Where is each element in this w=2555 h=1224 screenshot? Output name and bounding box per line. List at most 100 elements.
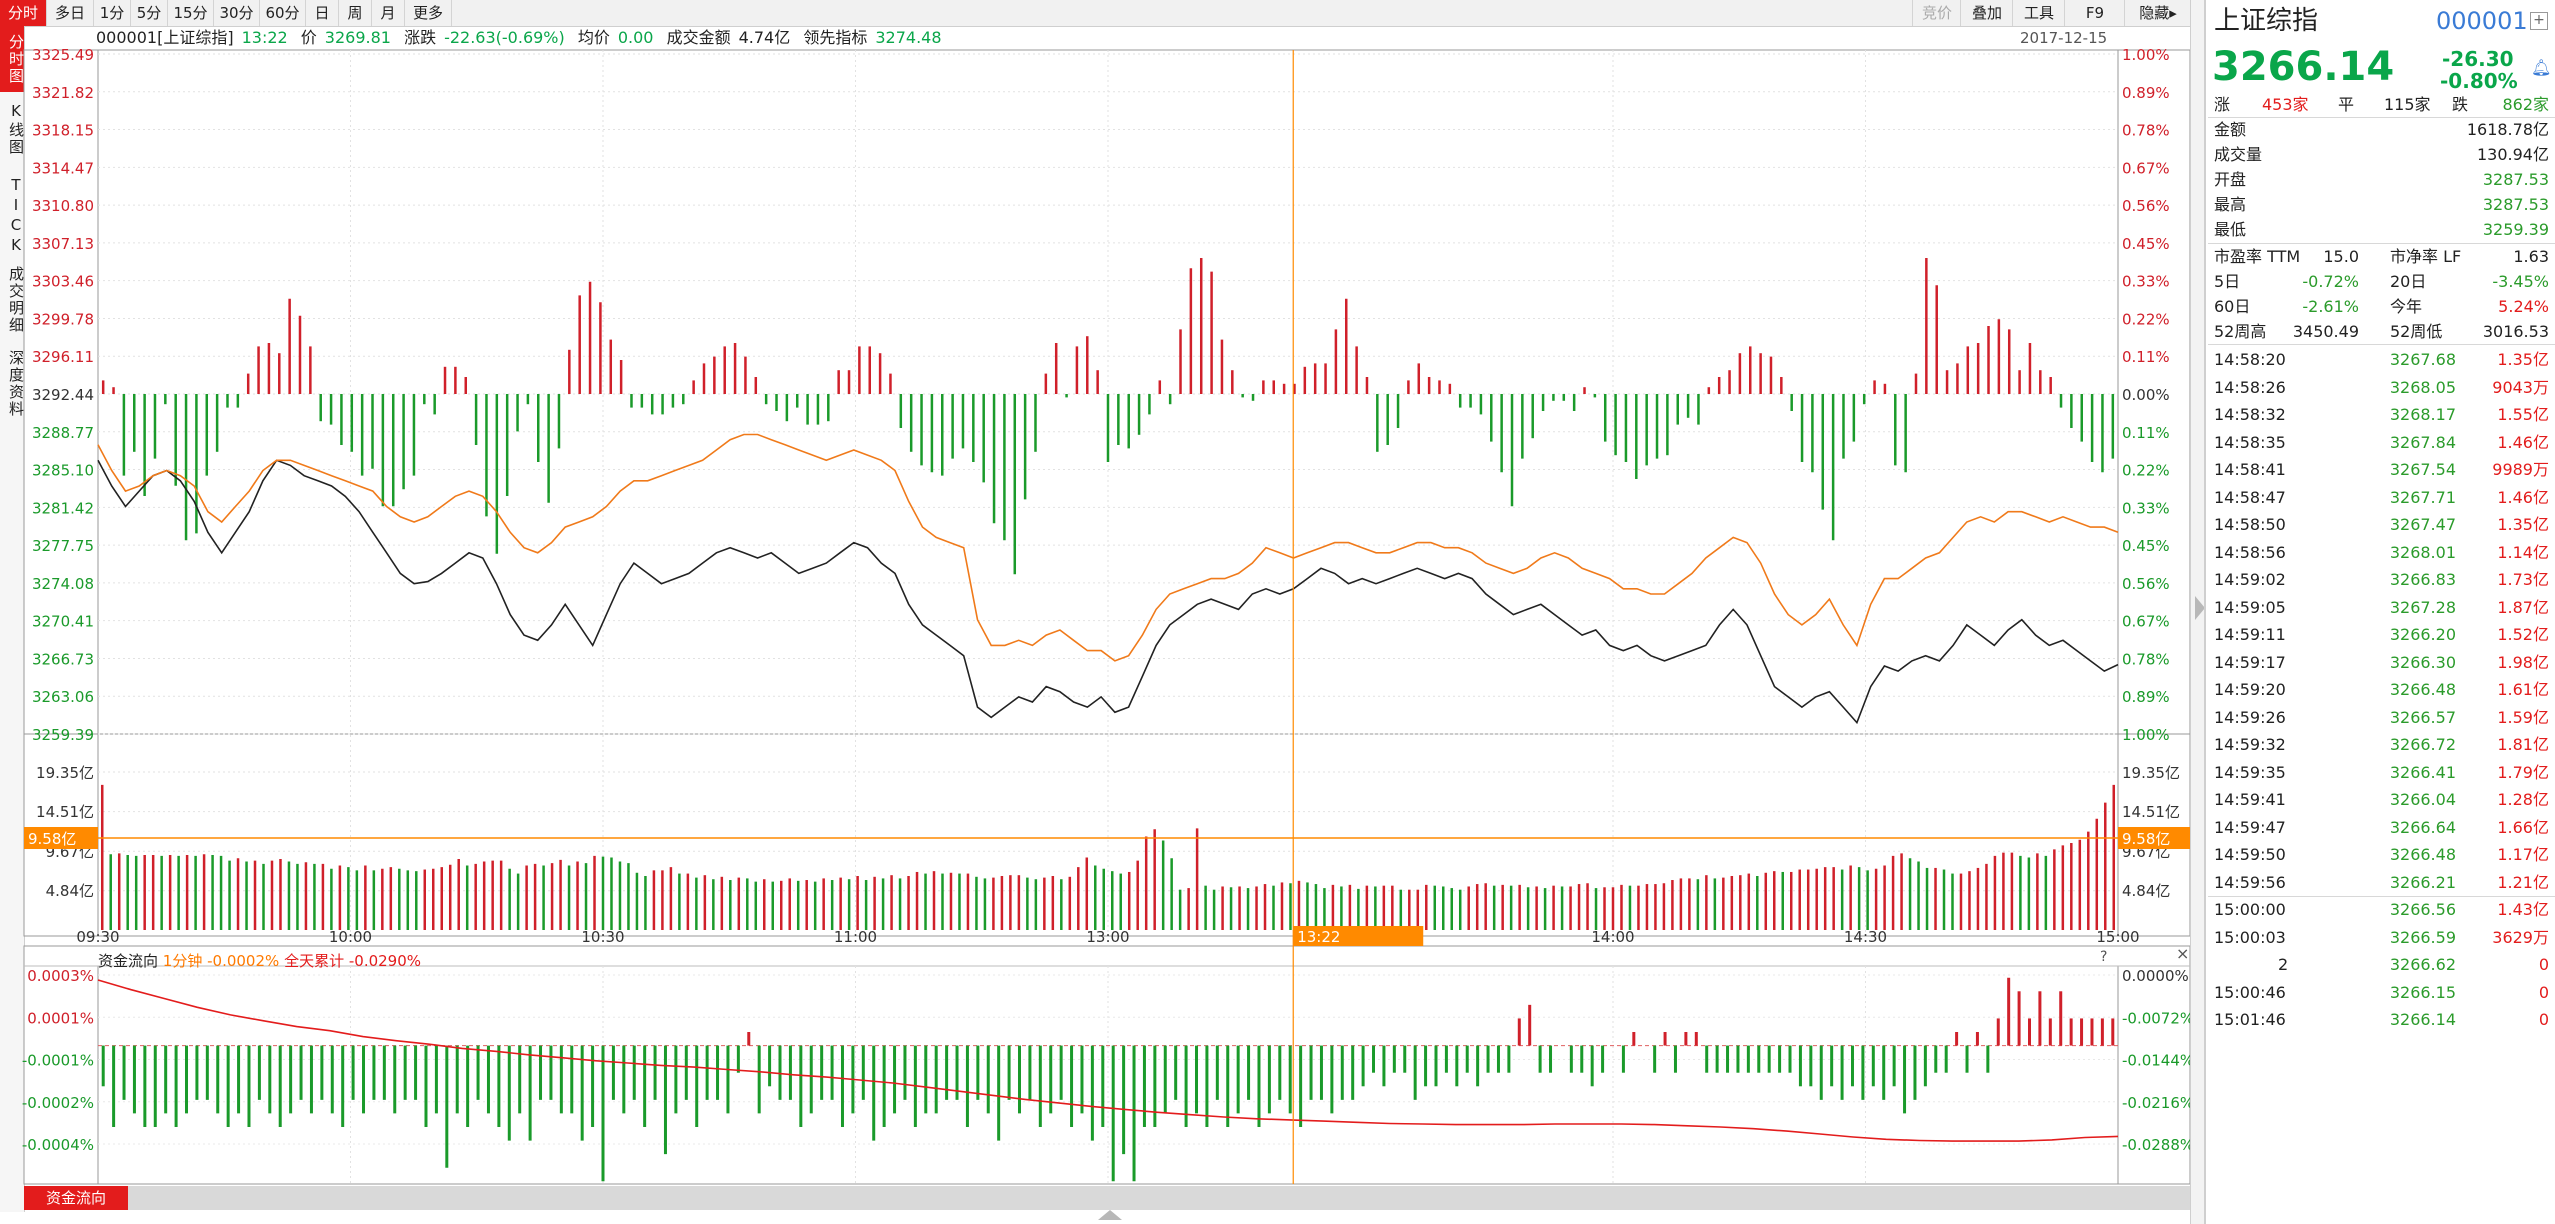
tab-f9[interactable]: F9 xyxy=(2064,0,2125,26)
tab-1min[interactable]: 1分 xyxy=(94,0,131,26)
tab-day[interactable]: 日 xyxy=(306,0,339,26)
tab-week[interactable]: 周 xyxy=(339,0,372,26)
tick-volume: 0 xyxy=(2538,955,2549,974)
tick-price: 3266.20 xyxy=(2389,625,2456,644)
ratio-label: 52周高 xyxy=(2214,322,2267,341)
ratio-row: 市盈率 TTM 15.0 市净率 LF 1.63 xyxy=(2214,245,2549,269)
tab-30min[interactable]: 30分 xyxy=(214,0,260,26)
y-tick-label: 3325.49 xyxy=(32,46,94,64)
ratio-value: 3450.49 xyxy=(2292,322,2359,341)
tab-fund-flow[interactable]: 资金流向 xyxy=(24,1186,128,1210)
tab-tools[interactable]: 工具 xyxy=(2012,0,2065,26)
tick-row: 14:59:05 3267.28 1.87亿 xyxy=(2206,594,2555,622)
tick-row: 15:00:00 3266.56 1.43亿 xyxy=(2206,896,2555,924)
alert-bell-icon[interactable]: 🔔︎ xyxy=(2531,58,2552,77)
fund-cum-tick-label: -0.0216% xyxy=(2122,1094,2190,1112)
tick-volume: 1.35亿 xyxy=(2497,350,2549,369)
help-icon[interactable]: ? xyxy=(2100,949,2108,965)
tab-multi-day[interactable]: 多日 xyxy=(47,0,94,26)
x-tick-label: 15:00 xyxy=(2096,928,2139,946)
info-amount: 4.74亿 xyxy=(738,28,791,47)
tick-row: 14:59:20 3266.48 1.61亿 xyxy=(2206,676,2555,704)
tick-time: 15:00:00 xyxy=(2214,900,2286,919)
tick-list[interactable]: 14:58:20 3267.68 1.35亿 14:58:26 3268.05 9043万… xyxy=(2206,346,2555,1036)
x-tick-label: 14:30 xyxy=(1844,928,1887,946)
tick-price: 3267.47 xyxy=(2389,515,2456,534)
tick-row: 14:59:32 3266.72 1.81亿 xyxy=(2206,731,2555,759)
tick-row: 14:59:56 3266.21 1.21亿 xyxy=(2206,869,2555,897)
tick-time: 14:58:41 xyxy=(2214,460,2286,479)
y-pct-tick-label: 0.22% xyxy=(2122,462,2170,480)
y-pct-tick-label: 0.33% xyxy=(2122,499,2170,517)
tick-row: 14:58:32 3268.17 1.55亿 xyxy=(2206,401,2555,429)
info-avg-label: 均价 xyxy=(577,28,610,47)
divider xyxy=(2208,344,2555,345)
tab-overlay[interactable]: 叠加 xyxy=(1960,0,2013,26)
tab-15min[interactable]: 15分 xyxy=(168,0,214,26)
tab-more[interactable]: 更多 xyxy=(405,0,452,26)
tick-time: 14:59:41 xyxy=(2214,790,2286,809)
volume-marker-label: 9.58亿 xyxy=(28,830,76,848)
fund-tick-label: -0.0002% xyxy=(22,1094,94,1112)
tick-volume: 9043万 xyxy=(2492,377,2549,397)
tab-month[interactable]: 月 xyxy=(372,0,405,26)
fund-flow-total-value: -0.0290% xyxy=(348,952,422,970)
vtab-depth-info[interactable]: 深度资料 xyxy=(7,350,25,418)
tab-5min[interactable]: 5分 xyxy=(131,0,168,26)
vtab-kline-chart[interactable]: K线图 xyxy=(7,102,25,156)
tick-price: 3266.64 xyxy=(2389,817,2456,837)
info-avg: 0.00 xyxy=(617,28,654,47)
tick-volume: 1.66亿 xyxy=(2497,817,2549,837)
view-tabs: 分时图 K线图 TICK 成交明细 深度资料 xyxy=(0,26,25,1212)
y-tick-label: 3307.13 xyxy=(32,235,94,253)
ratio-value: 15.0 xyxy=(2323,247,2359,266)
crosshair-time-label: 13:22 xyxy=(1297,928,1340,946)
tick-row: 14:59:26 3266.57 1.59亿 xyxy=(2206,704,2555,732)
y-tick-label: 3274.08 xyxy=(32,575,94,593)
vtab-tick[interactable]: TICK xyxy=(7,176,25,256)
tick-row: 14:59:35 3266.41 1.79亿 xyxy=(2206,759,2555,787)
intraday-chart[interactable]: 3325.49 3321.82 3318.15 3314.47 3310.80 3307.… xyxy=(0,0,2190,1224)
volume-tick-label: 14.51亿 xyxy=(36,803,94,821)
y-tick-label: 3318.15 xyxy=(32,122,94,140)
tick-volume: 0 xyxy=(2538,1010,2549,1029)
x-tick-label: 09:30 xyxy=(76,928,119,946)
stat-value: 3287.53 xyxy=(2482,195,2549,214)
vtab-intraday-chart[interactable]: 分时图 xyxy=(0,26,25,92)
tick-price: 3266.72 xyxy=(2389,735,2456,754)
stat-label: 最低 xyxy=(2214,220,2247,239)
vtab-trade-detail[interactable]: 成交明细 xyxy=(7,266,25,334)
y-pct-tick-label: 1.00% xyxy=(2122,46,2170,64)
expand-up-icon[interactable] xyxy=(1098,1210,1122,1220)
x-tick-label: 10:30 xyxy=(581,928,624,946)
volume-tick-label: 4.84亿 xyxy=(46,882,94,900)
divider xyxy=(2208,243,2555,244)
fund-cum-tick-label: -0.0144% xyxy=(2122,1052,2190,1070)
y-pct-tick-label: 0.89% xyxy=(2122,688,2170,706)
ratio-label: 60日 xyxy=(2214,297,2251,316)
tick-row: 15:00:46 3266.15 0 xyxy=(2206,979,2555,1007)
tab-60min[interactable]: 60分 xyxy=(260,0,306,26)
x-tick-label: 13:00 xyxy=(1086,928,1129,946)
fund-tick-label: -0.0004% xyxy=(22,1136,94,1154)
ratio-value: 1.63 xyxy=(2513,247,2549,266)
tick-price: 3267.68 xyxy=(2389,350,2456,369)
volume-tick-label: 14.51亿 xyxy=(2122,803,2180,821)
breadth-flat: 115家 xyxy=(2384,95,2431,114)
tick-price: 3266.21 xyxy=(2389,872,2456,892)
y-tick-label: 3321.82 xyxy=(32,84,94,102)
breadth-flat-label: 平 xyxy=(2338,95,2355,114)
collapse-arrow-icon[interactable] xyxy=(2195,596,2205,620)
tick-volume: 1.46亿 xyxy=(2497,487,2549,507)
breadth-down-label: 跌 xyxy=(2452,95,2469,114)
tab-intraday[interactable]: 分时 xyxy=(0,0,47,26)
breadth-down: 862家 xyxy=(2502,95,2549,114)
divider xyxy=(2208,117,2555,118)
add-icon[interactable]: + xyxy=(2530,12,2548,30)
tab-auction[interactable]: 竞价 xyxy=(1912,0,1961,26)
tick-row: 14:58:50 3267.47 1.35亿 xyxy=(2206,511,2555,539)
tick-volume: 1.98亿 xyxy=(2497,652,2549,672)
tab-hide[interactable]: 隐藏▸ xyxy=(2124,0,2191,26)
close-icon[interactable]: × xyxy=(2176,944,2190,963)
stat-label: 成交量 xyxy=(2214,145,2263,164)
